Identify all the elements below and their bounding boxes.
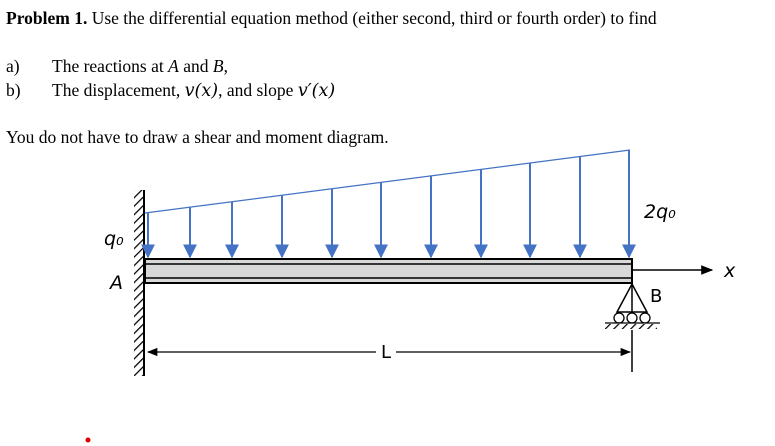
text: A (167, 56, 179, 76)
text: The reactions at (52, 56, 168, 76)
length-label: L (381, 342, 391, 363)
distributed-load (141, 149, 636, 259)
item-marker: b) (6, 80, 21, 100)
text: , and slope (218, 80, 298, 100)
item-marker: a) (6, 56, 20, 76)
support-label-a: A (108, 272, 123, 294)
dot (85, 437, 91, 443)
problem-text: Use the differential equation method (ei… (92, 8, 657, 28)
text: B (213, 56, 224, 76)
text: v′(x) (298, 81, 336, 101)
problem-label: Problem 1. (6, 8, 87, 28)
wall (134, 190, 143, 376)
text: v(x) (185, 81, 219, 101)
load-line (144, 149, 631, 214)
item-text: The reactions at A and B, (52, 56, 228, 76)
text: The displacement, (52, 80, 185, 100)
load-label-right: 2q₀ (644, 201, 676, 223)
problem-statement: Problem 1. Use the differential equation… (6, 8, 657, 28)
roller-support (605, 282, 660, 329)
text: and (179, 56, 213, 76)
axis-label: x (723, 260, 736, 282)
load-label-left: q₀ (104, 228, 124, 250)
note: You do not have to draw a shear and mome… (6, 127, 389, 147)
support-label-b: B (650, 286, 662, 307)
beam (144, 258, 633, 284)
text: , (224, 56, 228, 76)
item-text: The displacement, v(x), and slope v′(x) (52, 80, 335, 101)
